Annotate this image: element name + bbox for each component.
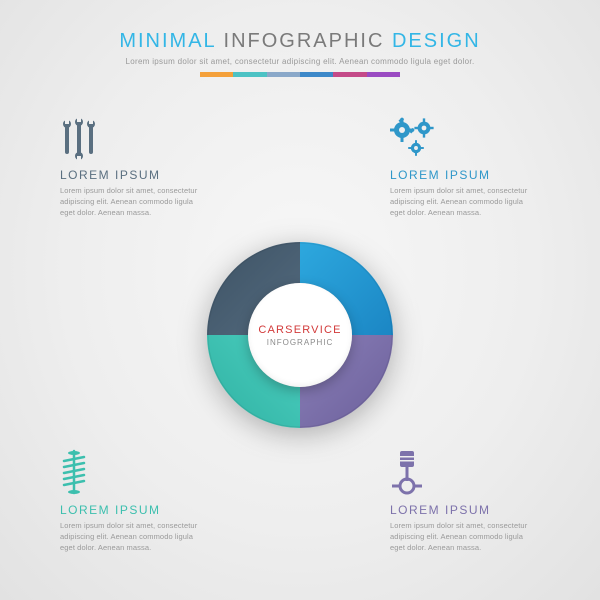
quadrant-tr: LOREM IPSUM Lorem ipsum dolor sit amet, … xyxy=(390,116,540,219)
color-stripe xyxy=(200,72,400,77)
hub-subtitle: INFOGRAPHIC xyxy=(267,338,334,347)
stripe-seg xyxy=(200,72,233,77)
quadrant-desc: Lorem ipsum dolor sit amet, consectetur … xyxy=(390,186,540,219)
quadrant-bl: LOREM IPSUM Lorem ipsum dolor sit amet, … xyxy=(60,451,210,554)
title-part-2: INFOGRAPHIC xyxy=(216,30,392,52)
title-part-1: MINIMAL xyxy=(119,30,216,52)
hub-title: CARSERVICE xyxy=(258,324,341,336)
quadrant-br: LOREM IPSUM Lorem ipsum dolor sit amet, … xyxy=(390,451,540,554)
stripe-seg xyxy=(367,72,400,77)
center-hub: CARSERVICE INFOGRAPHIC xyxy=(248,283,352,387)
gears-icon xyxy=(390,116,540,160)
quadrant-title: LOREM IPSUM xyxy=(60,168,210,182)
page-subtitle: Lorem ipsum dolor sit amet, consectetur … xyxy=(0,57,600,66)
stripe-seg xyxy=(233,72,266,77)
quadrant-desc: Lorem ipsum dolor sit amet, consectetur … xyxy=(390,521,540,554)
quadrant-desc: Lorem ipsum dolor sit amet, consectetur … xyxy=(60,521,210,554)
title-part-3: DESIGN xyxy=(392,30,481,52)
quadrant-title: LOREM IPSUM xyxy=(60,503,210,517)
donut-ring: CARSERVICE INFOGRAPHIC xyxy=(207,242,393,428)
piston-icon xyxy=(390,451,540,495)
quadrant-tl: LOREM IPSUM Lorem ipsum dolor sit amet, … xyxy=(60,116,210,219)
quadrant-title: LOREM IPSUM xyxy=(390,168,540,182)
stripe-seg xyxy=(300,72,333,77)
spring-icon xyxy=(60,451,210,495)
header: MINIMAL INFOGRAPHIC DESIGN Lorem ipsum d… xyxy=(0,0,600,77)
infographic-stage: CARSERVICE INFOGRAPHIC LOREM IPSUM Lorem xyxy=(60,110,540,560)
stripe-seg xyxy=(267,72,300,77)
quadrant-title: LOREM IPSUM xyxy=(390,503,540,517)
quadrant-desc: Lorem ipsum dolor sit amet, consectetur … xyxy=(60,186,210,219)
page-title: MINIMAL INFOGRAPHIC DESIGN xyxy=(0,30,600,53)
wrenches-icon xyxy=(60,116,210,160)
stripe-seg xyxy=(333,72,366,77)
